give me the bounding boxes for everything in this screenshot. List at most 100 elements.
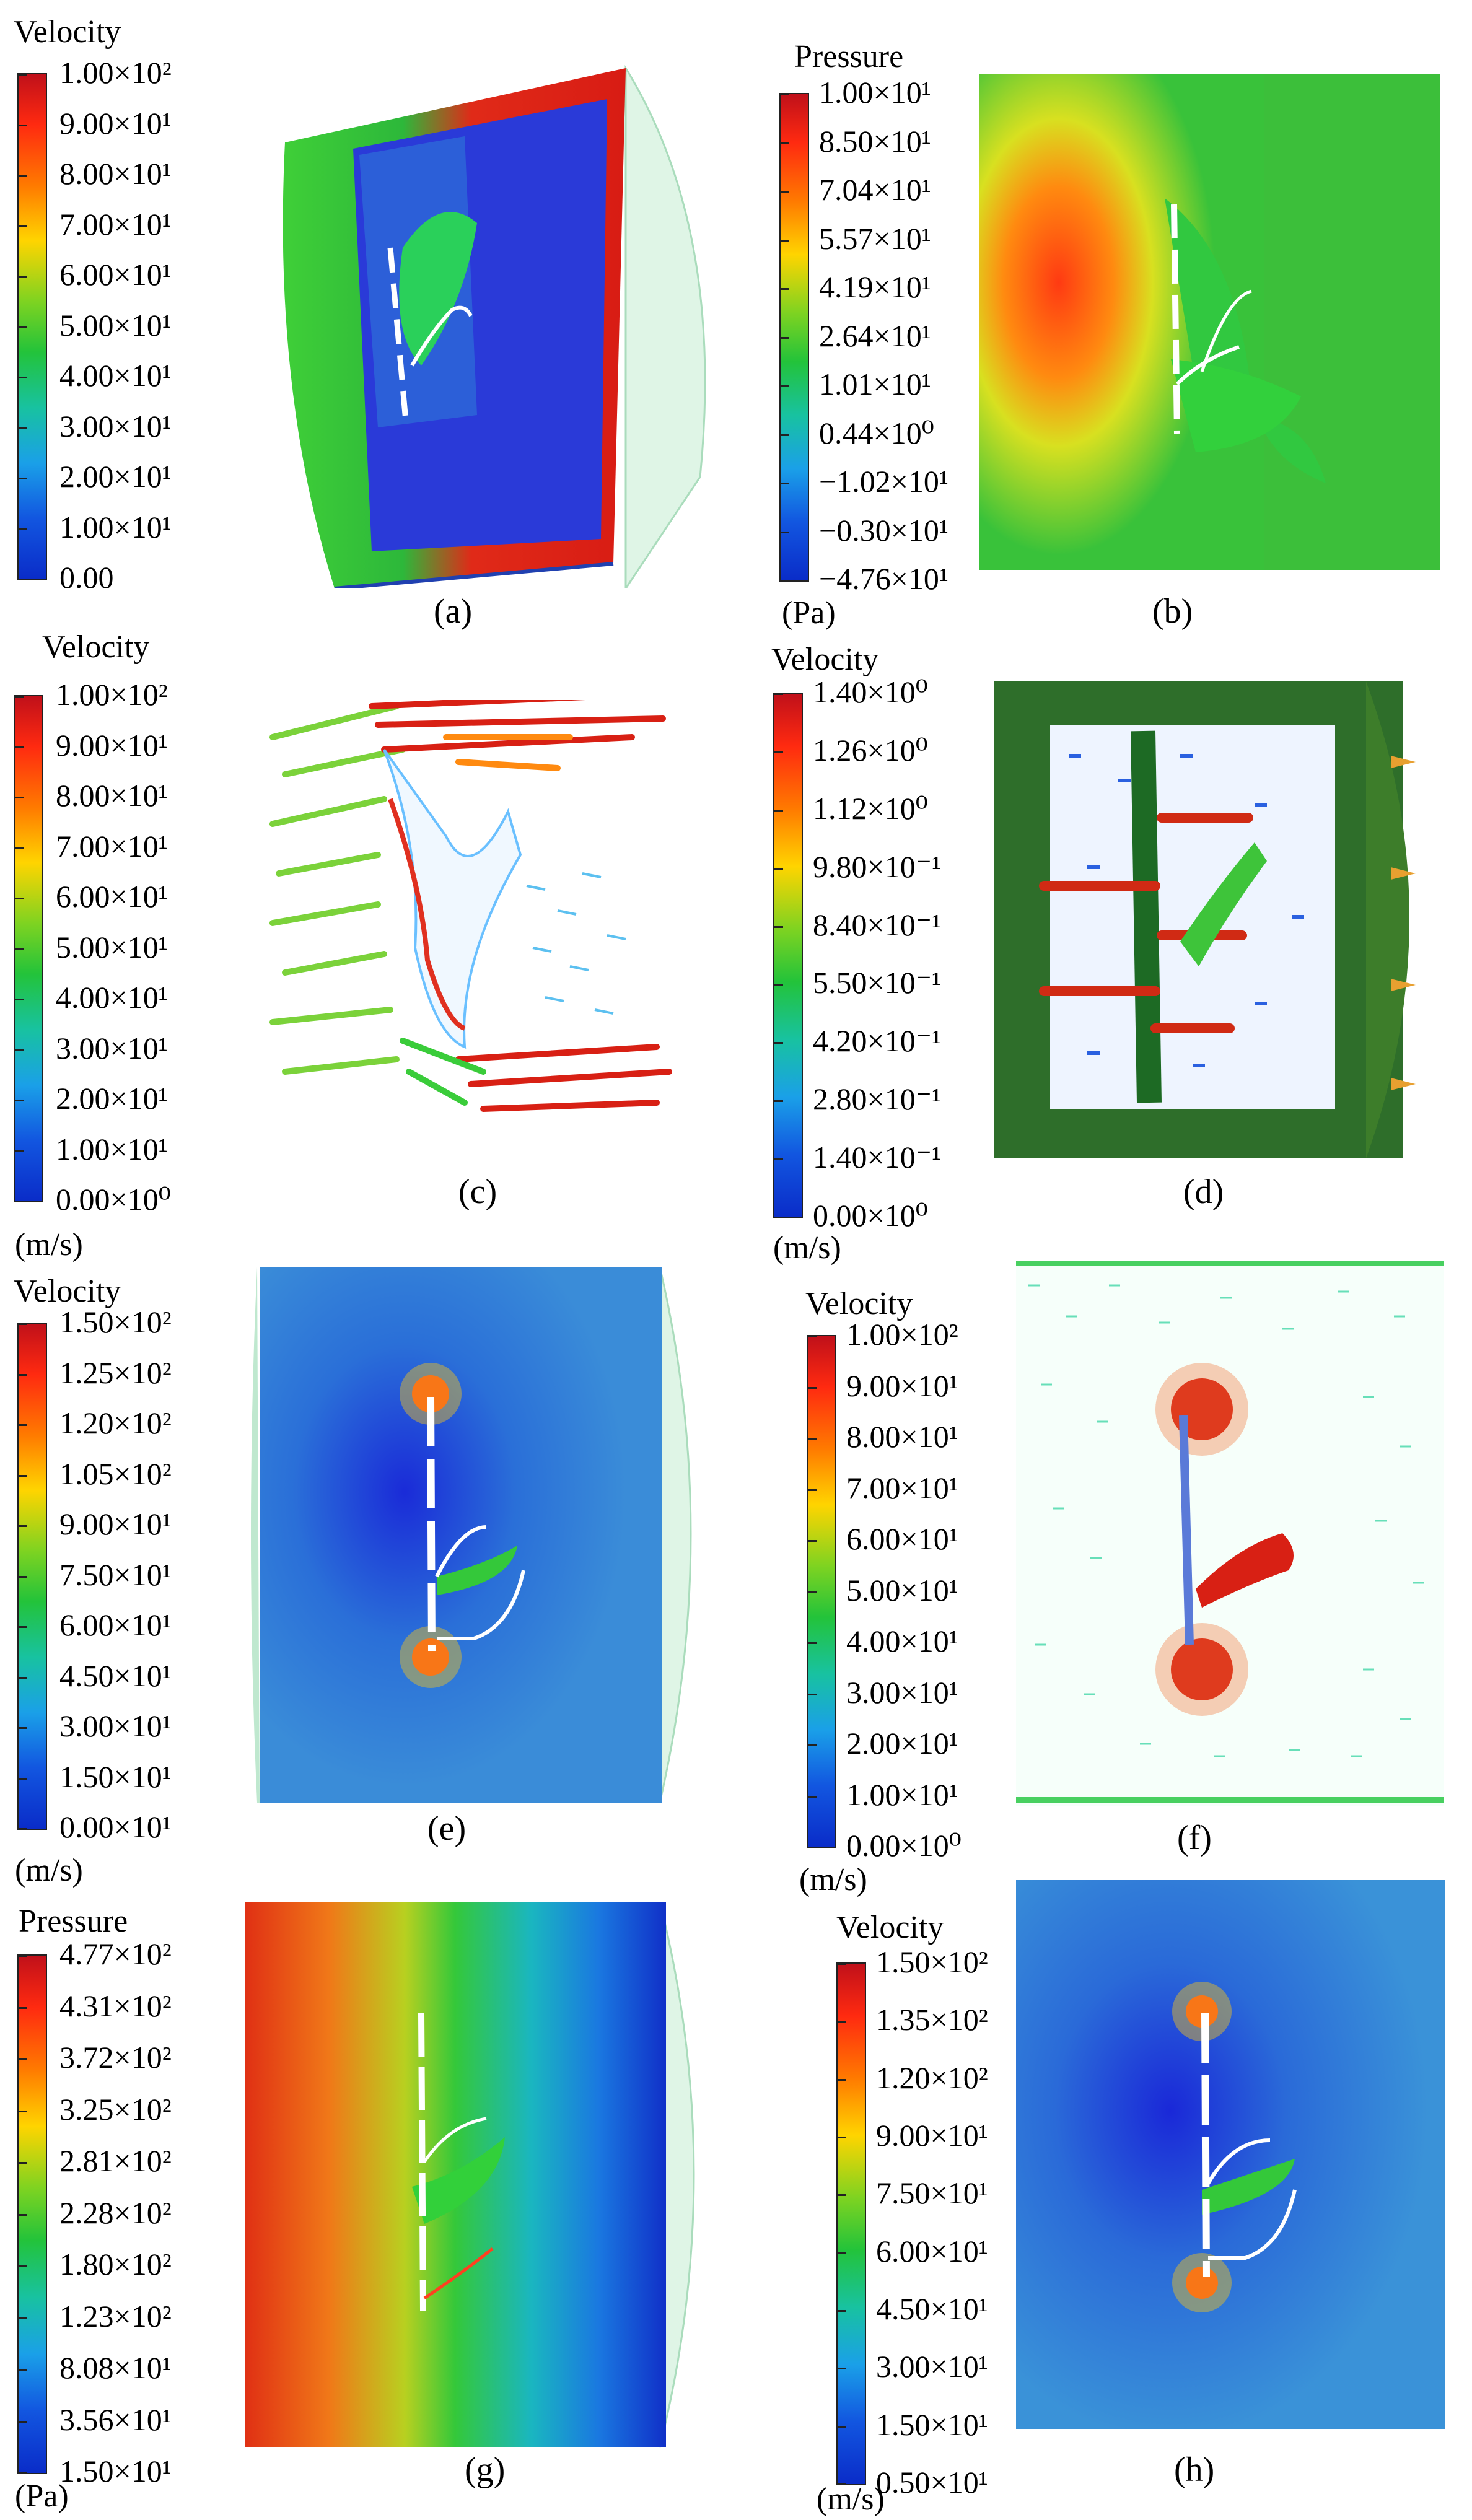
- colorbar-tick-label: 3.00×10¹: [846, 1674, 958, 1710]
- velocity-contour-a: [283, 64, 706, 588]
- colorbar-tick-label: 1.00×10²: [846, 1317, 958, 1352]
- colorbar-tick-labels: 1.40×10⁰ 1.26×10⁰ 1.12×10⁰ 9.80×10⁻¹ 8.40×10…: [813, 675, 999, 1233]
- colorbar-tick-label: 2.64×10¹: [819, 318, 931, 353]
- colorbar-tick-mark: [15, 746, 24, 748]
- colorbar-tick-label: 9.00×10¹: [846, 1368, 958, 1403]
- colorbar-tick-label: 8.08×10¹: [59, 2350, 172, 2385]
- colorbar-tick-label: 4.20×10⁻¹: [813, 1023, 942, 1059]
- colorbar-tick-label: 1.50×10¹: [876, 2407, 988, 2442]
- caption: (e): [427, 1809, 467, 1848]
- colorbar-tick-label: 1.40×10⁰: [813, 675, 928, 709]
- colorbar-tick-mark: [19, 326, 27, 328]
- colorbar-tick-mark: [838, 2310, 846, 2312]
- colorbar-tick-label: 8.00×10¹: [59, 156, 172, 191]
- colorbar-tick-label: 1.50×10²: [59, 1305, 172, 1339]
- colorbar-tick-mark: [838, 2483, 846, 2485]
- colorbar-tick-mark: [774, 1042, 783, 1044]
- colorbar-tick-mark: [15, 1049, 24, 1051]
- colorbar-tick-label: 5.50×10⁻¹: [813, 965, 942, 1000]
- colorbar-tick-mark: [838, 2137, 846, 2138]
- colorbar-tick-label: 6.00×10¹: [59, 1608, 172, 1642]
- colorbar-tick-mark: [808, 1489, 817, 1491]
- colorbar-tick-mark: [774, 1217, 783, 1218]
- colorbar-tick-mark: [19, 1323, 27, 1325]
- colorbar-tick-label: 6.00×10¹: [846, 1521, 958, 1556]
- caption: (g): [465, 2451, 506, 2489]
- colorbar-tick-label: 1.00×10¹: [59, 509, 172, 545]
- colorbar-tick-label: 4.50×10¹: [876, 2291, 988, 2326]
- colorbar-tick-label: 2.00×10¹: [56, 1081, 168, 1116]
- colorbar: [17, 1323, 47, 1830]
- colorbar-tick-mark: [19, 2213, 27, 2216]
- colorbar-tick-label: 1.20×10²: [59, 1406, 172, 1440]
- colorbar-tick-label: 3.72×10²: [59, 2040, 172, 2075]
- colorbar-tick-label: 8.40×10⁻¹: [813, 907, 942, 942]
- colorbar: [773, 693, 803, 1218]
- colorbar-tick-mark: [774, 867, 783, 870]
- colorbar-tick-label: 1.12×10⁰: [813, 790, 928, 826]
- colorbar-tick-label: 1.50×10¹: [59, 1759, 172, 1794]
- colorbar-tick-mark: [781, 288, 789, 290]
- colorbar: [807, 1335, 836, 1848]
- colorbar-tick-label: 9.00×10¹: [876, 2118, 988, 2153]
- colorbar-tick-mark: [781, 483, 789, 484]
- legend-title: Pressure: [19, 1904, 128, 1939]
- colorbar-tick-label: 5.57×10¹: [819, 221, 931, 256]
- colorbar-tick-label: 1.00×10¹: [819, 75, 931, 110]
- colorbar-tick-label: 0.00×10⁰: [846, 1828, 962, 1863]
- colorbar-tick-mark: [781, 434, 789, 436]
- colorbar-tick-label: 2.28×10²: [59, 2195, 172, 2230]
- colorbar-tick-mark: [19, 2162, 27, 2164]
- colorbar-tick-mark: [808, 1693, 817, 1695]
- caption: (d): [1183, 1173, 1224, 1211]
- velocity-vectors-c: [269, 700, 672, 1112]
- colorbar-tick-mark: [19, 1676, 27, 1679]
- legend-title: Pressure: [794, 39, 904, 74]
- colorbar-tick-label: 5.00×10¹: [846, 1572, 958, 1608]
- velocity-contour-h: [1016, 1880, 1445, 2429]
- colorbar-tick-mark: [19, 1373, 27, 1376]
- colorbar-tick-mark: [808, 1438, 817, 1440]
- colorbar-tick-labels: 1.00×10² 9.00×10¹ 8.00×10¹ 7.00×10¹ 6.00×10¹…: [59, 55, 245, 595]
- colorbar-tick-mark: [808, 1847, 817, 1848]
- legend-title: Velocity: [771, 642, 879, 677]
- unit-label: (m/s): [15, 1853, 83, 1888]
- colorbar-tick-label: 7.00×10¹: [846, 1470, 958, 1505]
- colorbar-tick-label: 1.00×10²: [59, 55, 172, 90]
- velocity-vectors-d: [994, 681, 1416, 1158]
- legend-title: Velocity: [805, 1286, 913, 1321]
- colorbar-tick-label: −1.02×10¹: [819, 464, 948, 499]
- caption: (b): [1152, 592, 1193, 631]
- colorbar-tick-label: 3.00×10¹: [59, 1708, 172, 1743]
- colorbar-tick-mark: [774, 751, 783, 753]
- colorbar-tick-label: 6.00×10¹: [59, 257, 172, 292]
- colorbar-tick-mark: [19, 1525, 27, 1527]
- colorbar-tick-mark: [781, 142, 789, 144]
- colorbar-tick-mark: [808, 1591, 817, 1593]
- colorbar-tick-mark: [808, 1795, 817, 1798]
- colorbar-tick-label: 4.50×10¹: [59, 1658, 172, 1693]
- colorbar-tick-labels: 4.77×10² 4.31×10² 3.72×10² 3.25×10² 2.81×10²…: [59, 1936, 245, 2488]
- colorbar-tick-mark: [781, 580, 789, 582]
- colorbar-tick-mark: [19, 74, 27, 76]
- unit-label: (Pa): [782, 595, 836, 631]
- colorbar-tick-mark: [808, 1642, 817, 1644]
- colorbar-tick-mark: [19, 377, 27, 378]
- colorbar-tick-labels: 1.00×10¹ 8.50×10¹ 7.04×10¹ 5.57×10¹ 4.19×10¹…: [819, 75, 1005, 596]
- colorbar-tick-label: 1.50×10¹: [59, 2454, 172, 2488]
- colorbar-tick-mark: [15, 847, 24, 849]
- colorbar-tick-label: 0.00×10¹: [59, 1809, 172, 1844]
- colorbar-tick-label: 3.00×10¹: [59, 408, 172, 444]
- colorbar-tick-mark: [838, 2021, 846, 2023]
- colorbar-tick-label: 1.05×10²: [59, 1456, 172, 1491]
- colorbar-tick-label: 7.04×10¹: [819, 172, 931, 207]
- colorbar-tick-mark: [808, 1336, 817, 1337]
- colorbar-tick-labels: 1.00×10² 9.00×10¹ 8.00×10¹ 7.00×10¹ 6.00×10¹…: [846, 1317, 1032, 1863]
- velocity-contour-e: [251, 1267, 692, 1803]
- colorbar-tick-mark: [19, 276, 27, 278]
- colorbar-tick-mark: [19, 579, 27, 580]
- colorbar-tick-mark: [774, 925, 783, 928]
- colorbar-tick-label: 3.00×10¹: [876, 2349, 988, 2384]
- pressure-contour-g: [245, 1902, 695, 2448]
- colorbar: [17, 73, 47, 580]
